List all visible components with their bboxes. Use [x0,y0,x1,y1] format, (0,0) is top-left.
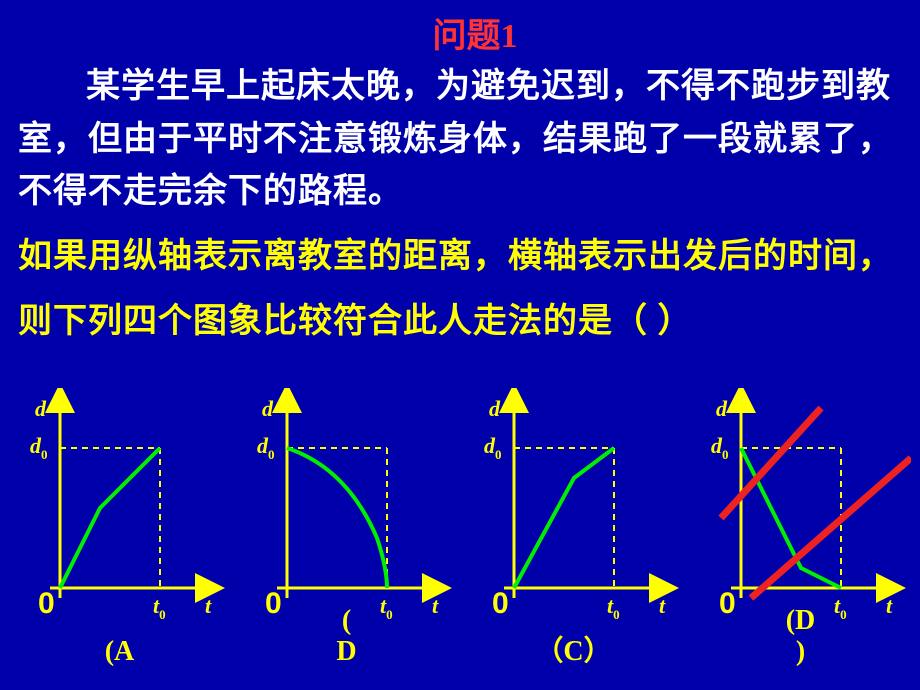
svg-text:d0: d0 [30,433,48,462]
chart-option-a: d d0 t0 t 0 (A [10,388,230,668]
svg-text:t: t [205,593,212,618]
chart-svg: d d0 t0 t 0 [10,388,230,628]
svg-text:d: d [716,396,728,421]
chart-option-label: (A [10,637,230,668]
question-prompt: 如果用纵轴表示离教室的距离，横轴表示出发后的时间，则下列四个图象比较符合此人走法… [0,219,920,354]
chart-svg: d d0 t0 t 0 [464,388,684,628]
svg-text:d0: d0 [257,433,275,462]
svg-text:d0: d0 [484,433,502,462]
svg-text:t0: t0 [607,593,620,622]
svg-text:d: d [262,396,274,421]
chart-option-c: d d0 t0 t 0 （C） [464,388,684,668]
svg-text:d: d [35,396,47,421]
svg-text:t0: t0 [153,593,166,622]
chart-option-label: ( D [237,606,457,668]
charts-container: d d0 t0 t 0 (A d d0 t0 t 0 [0,388,920,668]
problem-statement: 某学生早上起床太晚，为避免迟到，不得不跑步到教室，但由于平时不注意锻炼身体，结果… [0,57,920,219]
chart-option-label: （C） [464,637,684,668]
slide-title: 问题1 [30,0,920,57]
svg-text:0: 0 [38,587,55,620]
chart-option-b: d d0 t0 t 0 ( D [237,388,457,668]
chart-option-label: (D ) [691,606,911,668]
chart-option-d: d d0 t0 t 0 (D ) [691,388,911,668]
svg-text:d0: d0 [711,433,729,462]
svg-text:d: d [489,396,501,421]
svg-text:0: 0 [492,587,509,620]
chart-svg: d d0 t0 t 0 [237,388,457,628]
chart-svg: d d0 t0 t 0 [691,388,911,628]
svg-text:t: t [659,593,666,618]
